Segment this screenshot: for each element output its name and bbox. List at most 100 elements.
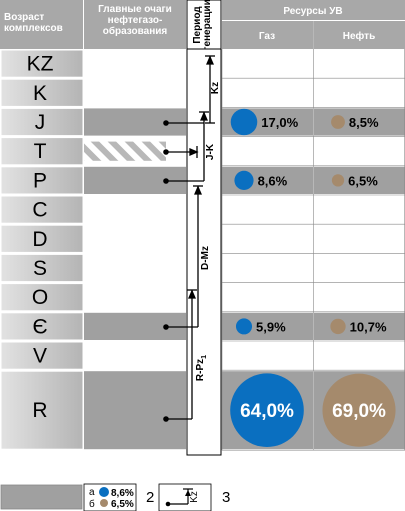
connector-t-arrow [189,148,199,156]
period-label-rpz-main: R-Pz [195,359,206,381]
oil-cell-6 [314,225,405,253]
gas-cell-0 [222,50,313,78]
age-label: V [33,345,47,368]
legend-period-dot [165,501,171,507]
header-period-line1: Период [192,6,203,44]
gas-cell-3 [222,137,313,165]
gas-cell-7 [222,254,313,282]
generation-periods [166,55,215,420]
oil-cell-9 [314,312,405,340]
header-cell-age [0,0,83,49]
legend-period-arrow [185,490,191,496]
period-cell-5 [187,195,221,225]
period-cell-1 [187,78,221,108]
legend-num-3: 3 [222,489,230,506]
age-cell-8 [0,283,84,312]
period-jk-arrow [200,111,208,121]
age-cell-5 [0,195,84,224]
focus-dot-j [163,120,169,126]
header-age-line1: Возраст [4,12,44,23]
focus-dot-cambrian [163,324,169,330]
foci-cell-0 [84,50,186,78]
header-cell-gas [222,21,313,49]
foci-cell-6 [84,225,186,253]
header-resources: Ресурсы УВ [283,6,342,17]
legend-box-resources [83,483,137,511]
foci-hatch-3 [84,141,166,161]
period-cell-10 [187,341,221,371]
age-cell-1 [0,78,84,107]
age-cell-7 [0,253,84,283]
header-period-line2: генерации [202,0,213,51]
age-label: K [33,82,47,105]
table-header: Возраст комплексов Главные очаги нефтега… [0,0,405,51]
foci-cell-2 [84,108,186,136]
gas-circle [230,373,304,448]
foci-cell-10 [84,342,186,370]
gas-cell-10 [222,342,313,370]
gas-cell-5 [222,196,313,224]
legend: 1 а 8,6% б 6,5% 2 Kz 3 [0,483,230,511]
legend-num-2: 2 [146,489,154,506]
focus-dot-t [163,149,169,155]
period-cell-0 [187,49,221,79]
gas-pct-label: 8,6% [258,173,288,188]
legend-period-label: Kz [189,491,200,503]
focus-dots [163,120,169,422]
focus-dot-r [163,416,169,422]
foci-cell-8 [84,283,186,311]
oil-cell-4 [314,166,405,194]
age-label: C [32,199,47,222]
oil-cell-3 [314,137,405,165]
oil-cell-1 [314,79,405,107]
header-cell-foci [84,0,186,49]
period-cell-7 [187,253,221,283]
oil-cell-10 [314,342,405,370]
header-cell-resources [222,0,405,20]
oil-circle [322,373,396,447]
period-dmz-arrow [194,185,202,195]
legend-label-a: а [89,487,95,498]
foci-cell-7 [84,254,186,282]
age-cell-2 [0,107,84,137]
age-cell-11 [0,370,84,450]
period-label-dmz: D-Mz [200,246,211,270]
foci-cell-11 [84,371,186,450]
oil-cell-0 [314,50,405,78]
age-label: J [35,111,46,134]
age-label: P [33,169,47,192]
gas-circle [235,318,253,335]
age-cell-6 [0,224,84,253]
period-cell-11 [187,370,221,451]
age-label: T [34,140,47,163]
header-age-line2: комплексов [4,23,63,34]
period-cell-6 [187,224,221,254]
oil-circle [330,318,346,335]
header-foci-line3: образования [103,25,168,37]
focus-dot-p [163,178,169,184]
period-rpz-arrow [188,289,196,299]
age-cell-10 [0,341,84,370]
header-gas: Газ [259,31,275,42]
oil-cell-8 [314,283,405,311]
header-oil: Нефть [343,30,375,42]
oil-pct-label: 6,5% [348,173,378,188]
legend-gas-circle [99,487,109,497]
age-cell-9 [0,312,84,341]
oil-pct-label: 10,7% [350,319,387,334]
period-label-jk: J-K [205,143,216,160]
oil-pct-label: 8,5% [349,115,379,130]
gas-cell-6 [222,225,313,253]
gas-pct-label: 17,0% [261,115,298,130]
legend-oil-circle [100,499,108,507]
period-label-rpz: R-Pz1 [195,355,208,381]
legend-swatch-focus [0,484,83,510]
legend-oil-pct: 6,5% [111,499,134,510]
age-label: KZ [27,53,54,76]
header-foci-line1: Главные очаги [98,4,172,15]
oil-cell-5 [314,196,405,224]
oil-pct-label: 69,0% [332,401,386,422]
header-cell-oil [314,21,405,49]
